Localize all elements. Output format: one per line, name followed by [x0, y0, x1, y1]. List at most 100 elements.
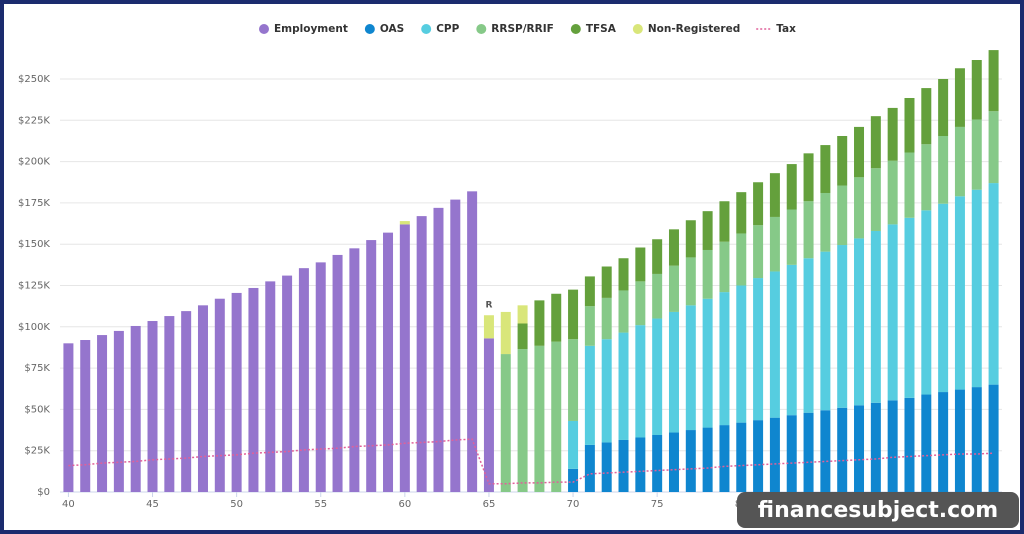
y-tick-label: $50K: [24, 404, 50, 415]
bar-segment: [568, 468, 579, 492]
bar-segment: [668, 311, 679, 433]
bar-segment: [63, 343, 74, 492]
bar-segment: [820, 145, 831, 193]
bar-segment: [652, 318, 663, 436]
bar-segment: [786, 264, 797, 416]
bar-segment: [618, 290, 629, 333]
legend-label: OAS: [380, 23, 404, 35]
bar-segment: [568, 289, 579, 340]
bar-segment: [753, 182, 764, 226]
bar-segment: [500, 354, 511, 492]
bar-segment: [416, 216, 427, 492]
bar-segment: [988, 111, 999, 184]
bar-segment: [887, 107, 898, 161]
y-tick-label: $150K: [18, 239, 50, 250]
bar-segment: [837, 407, 848, 492]
legend-label: TFSA: [586, 23, 617, 35]
watermark-box: [737, 492, 1019, 528]
x-tick-label: 55: [314, 499, 327, 510]
bar-segment: [551, 341, 562, 492]
bar-segment: [601, 339, 612, 443]
bar-segment: [904, 152, 915, 218]
bar-segment: [702, 211, 713, 250]
bar-segment: [483, 338, 494, 492]
bar-segment: [685, 430, 696, 492]
bar-segment: [954, 196, 965, 390]
bar-segment: [887, 160, 898, 225]
bar-segment: [601, 266, 612, 298]
bar-segment: [568, 339, 579, 421]
bar-segment: [904, 217, 915, 398]
bar-segment: [315, 262, 326, 492]
bar-segment: [769, 417, 780, 492]
bar-segment: [870, 168, 881, 231]
bar-segment: [685, 305, 696, 431]
y-tick-label: $75K: [24, 363, 50, 374]
bar-segment: [736, 192, 747, 234]
bar-segment: [584, 345, 595, 445]
bar-segment: [921, 394, 932, 492]
bar-segment: [954, 68, 965, 127]
bar-segment: [685, 257, 696, 306]
bar-segment: [332, 254, 343, 492]
bar-segment: [820, 410, 831, 492]
bar-segment: [702, 427, 713, 492]
bar-segment: [938, 79, 949, 136]
bar-segment: [753, 278, 764, 421]
bar-segment: [685, 220, 696, 258]
legend-marker: [570, 24, 581, 34]
bar-segment: [820, 251, 831, 411]
bar-segment: [366, 240, 377, 492]
bar-segment: [534, 345, 545, 492]
bar-segment: [921, 88, 932, 145]
bar-segment: [601, 442, 612, 492]
x-tick-label: 65: [483, 499, 496, 510]
bar-segment: [635, 247, 646, 282]
bar-segment: [349, 248, 360, 492]
bar-segment: [870, 116, 881, 169]
bar-segment: [938, 203, 949, 393]
bar-segment: [147, 321, 158, 492]
plot-area: $0 $25K $50K $75K $100K $125K $150K $175K $200K $…: [18, 50, 1002, 510]
legend-marker: [364, 24, 375, 34]
bar-segment: [971, 387, 982, 492]
bar-segment: [399, 224, 410, 492]
bar-segment: [971, 189, 982, 388]
legend: Employment OAS CPP RRSP/RRIF TFSA Non-Registe…: [259, 23, 796, 35]
x-tick-label: 75: [651, 499, 664, 510]
bar-segment: [635, 437, 646, 492]
bar-segment: [921, 144, 932, 211]
bar-segment: [668, 432, 679, 492]
bar-segment: [870, 230, 881, 403]
tax-line: [68, 438, 994, 485]
legend-label: Tax: [776, 23, 796, 35]
bar-segment: [870, 402, 881, 492]
bar-segment: [904, 97, 915, 153]
bar-segment: [618, 258, 629, 291]
bar-segment: [904, 397, 915, 492]
bar-segment: [584, 444, 595, 492]
bar-segment: [753, 420, 764, 492]
bar-segment: [803, 258, 814, 413]
y-tick-label: $100K: [18, 322, 50, 333]
bar-segment: [837, 245, 848, 408]
bar-segment: [921, 210, 932, 395]
bar-segment: [652, 435, 663, 492]
bar-segment: [282, 275, 293, 492]
annotation: R: [485, 301, 492, 311]
bar-segment: [584, 306, 595, 346]
x-tick-label: 45: [146, 499, 159, 510]
bar-segment: [702, 249, 713, 299]
bar-segment: [635, 325, 646, 438]
bar-segment: [601, 297, 612, 340]
bar-segment: [954, 126, 965, 197]
legend-label: Non-Registered: [648, 23, 740, 35]
bar-segment: [803, 153, 814, 202]
bar-segment: [97, 335, 108, 492]
bar-segment: [618, 332, 629, 440]
bar-segment: [820, 192, 831, 252]
x-tick-label: 40: [62, 499, 75, 510]
x-tick-label: 70: [567, 499, 580, 510]
legend-marker: [632, 24, 643, 34]
bar-segment: [803, 201, 814, 259]
